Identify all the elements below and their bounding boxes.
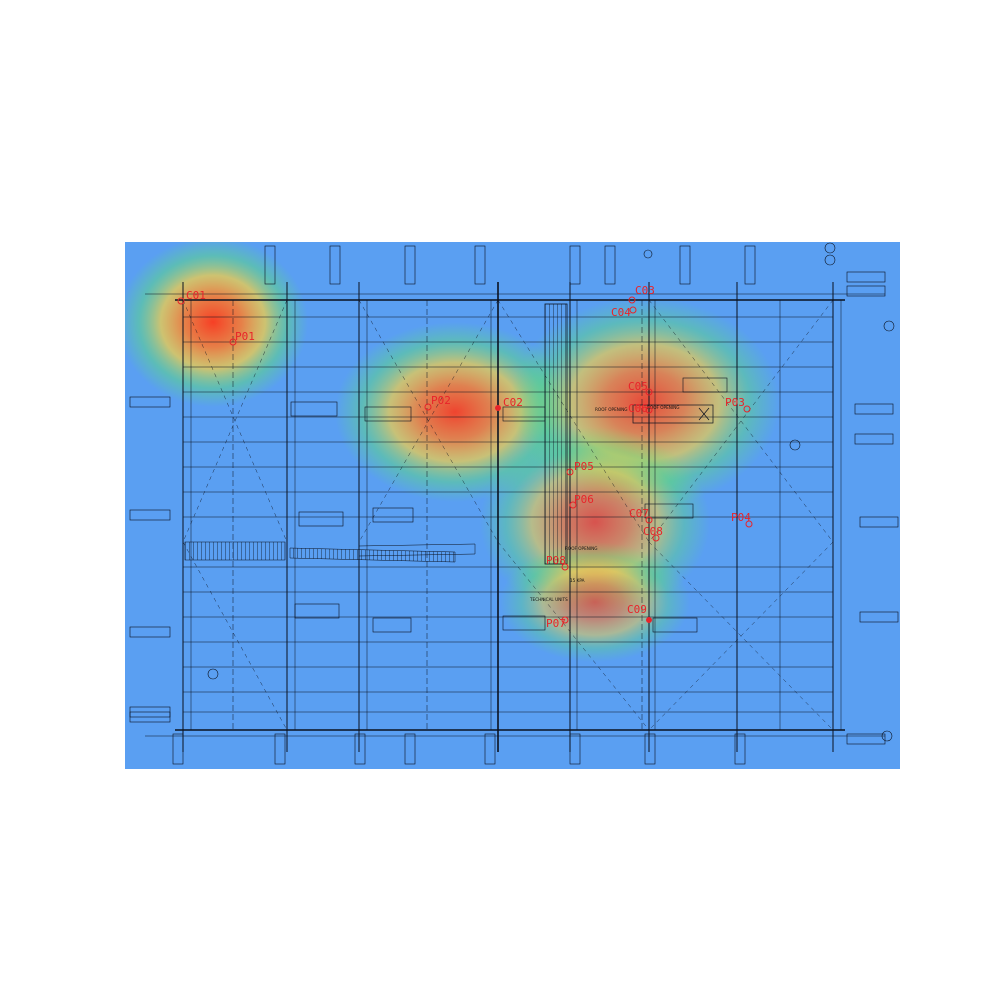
marker-dot-c05	[645, 388, 653, 396]
marker-label-c05: C05	[628, 380, 648, 393]
note-roof-opening-2: ROOF OPENING	[647, 405, 679, 410]
deck-hatch-band	[184, 541, 286, 561]
marker-dot-c04	[629, 306, 637, 314]
marker-dot-p06	[569, 501, 577, 509]
deck-hatch-band-3	[358, 543, 476, 557]
floor-plan-heatmap: ROOF OPENING ROOF OPENING ROOF OPENING T…	[125, 242, 900, 769]
heat-spot-c01	[125, 242, 308, 407]
marker-label-c06: C06	[628, 402, 648, 415]
marker-dot-c02	[495, 405, 501, 411]
marker-dot-p03	[743, 405, 751, 413]
marker-label-p05: P05	[574, 460, 594, 473]
marker-label-p02: P02	[431, 394, 451, 407]
marker-label-p08: P08	[546, 554, 566, 567]
marker-label-c02: C02	[503, 396, 523, 409]
marker-label-c08: C08	[643, 525, 663, 538]
heat-spot-c09	[500, 542, 690, 662]
note-roof-opening-3: ROOF OPENING	[565, 546, 597, 551]
note-slab: 15 KPA	[570, 578, 585, 583]
marker-label-p06: P06	[574, 493, 594, 506]
marker-label-p07: P07	[546, 617, 566, 630]
marker-label-p01: P01	[235, 330, 255, 343]
plan-linework	[129, 242, 899, 765]
marker-label-p04: P04	[731, 511, 751, 524]
marker-dot-p05	[566, 468, 574, 476]
plan-notes: ROOF OPENING ROOF OPENING ROOF OPENING T…	[529, 405, 679, 602]
marker-dot-c06	[645, 406, 653, 414]
marker-dot-c07	[645, 516, 653, 524]
marker-label-c07: C07	[629, 507, 649, 520]
note-technical-units: TECHNICAL UNITS	[529, 597, 568, 602]
marker-dot-p02	[424, 403, 432, 411]
marker-label-c03: C03	[635, 284, 655, 297]
note-roof-opening-1: ROOF OPENING	[595, 407, 627, 412]
marker-layer	[177, 296, 753, 624]
marker-dot-p04	[745, 520, 753, 528]
marker-dot-p01	[229, 338, 237, 346]
marker-dot-c09	[646, 617, 652, 623]
marker-labels: C01 P01 P02 C02 C03 C04 C05 C06 P03 P05 …	[186, 284, 751, 630]
marker-dot-c08	[652, 534, 660, 542]
stair-hatch-vertical	[544, 303, 568, 565]
marker-label-c01: C01	[186, 289, 206, 302]
marker-label-c09: C09	[627, 603, 647, 616]
marker-label-c04: C04	[611, 306, 631, 319]
marker-dot-p07	[561, 616, 569, 624]
marker-dot-p08	[561, 563, 569, 571]
marker-dot-c03	[628, 296, 636, 304]
marker-dot-c01	[177, 297, 185, 305]
deck-hatch-band-2	[289, 547, 456, 563]
marker-label-p03: P03	[725, 396, 745, 409]
